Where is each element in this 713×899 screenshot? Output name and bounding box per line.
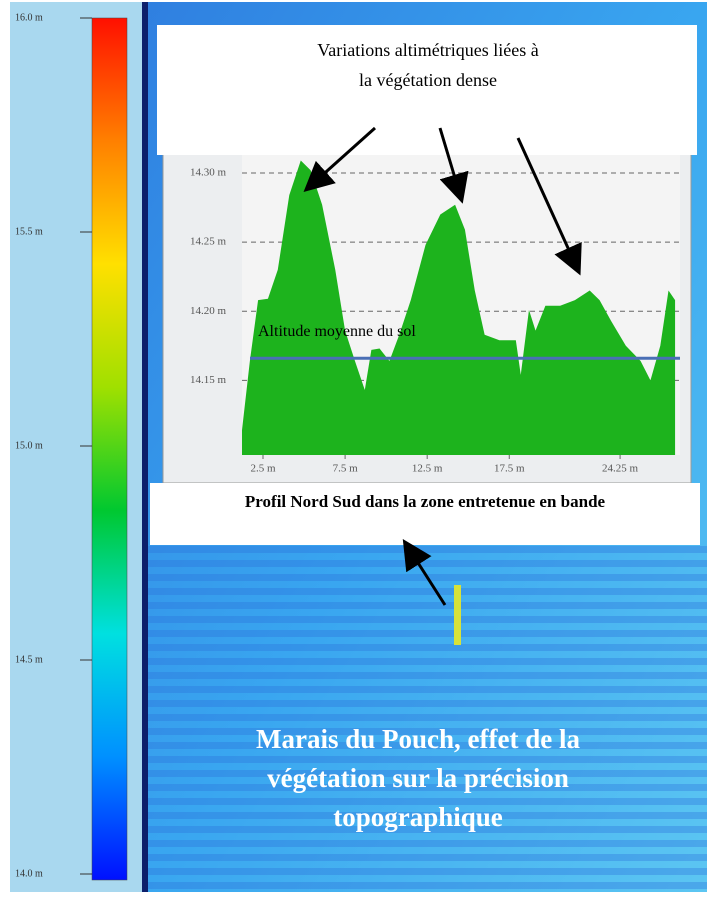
- y-tick-label: 14.20 m: [190, 305, 227, 317]
- profile-marker: [454, 585, 461, 645]
- y-tick-label: 14.30 m: [190, 167, 227, 179]
- caption: Profil Nord Sud dans la zone entretenue …: [245, 492, 606, 511]
- annotation: Variations altimétriques liées à: [317, 40, 538, 60]
- mean-line-label: Altitude moyenne du sol: [258, 323, 416, 340]
- y-tick-label: 14.0 m: [15, 868, 43, 879]
- colorbar: [92, 18, 127, 880]
- x-tick-label: 12.5 m: [412, 463, 443, 475]
- map-border: [142, 2, 148, 892]
- y-tick-label: 15.0 m: [15, 440, 43, 451]
- map-texture: [142, 540, 707, 892]
- y-tick-label: 14.25 m: [190, 236, 227, 248]
- y-tick-label: 14.15 m: [190, 374, 227, 386]
- x-tick-label: 24.25 m: [602, 463, 639, 475]
- x-tick-label: 2.5 m: [250, 463, 276, 475]
- y-tick-label: 15.5 m: [15, 226, 43, 237]
- map-title: topographique: [333, 802, 503, 832]
- figure: 14.30 m 14.25 m 14.20 m 14.15 m 2.5 m 7.5 m 12…: [0, 0, 713, 899]
- x-tick-label: 17.5 m: [494, 463, 525, 475]
- map-title: Marais du Pouch, effet de la: [256, 724, 580, 754]
- y-tick-label: 16.0 m: [15, 12, 43, 23]
- map-title: végétation sur la précision: [267, 763, 569, 793]
- x-tick-label: 7.5 m: [333, 463, 359, 475]
- y-tick-label: 14.5 m: [15, 654, 43, 665]
- annotation: la végétation dense: [359, 70, 497, 90]
